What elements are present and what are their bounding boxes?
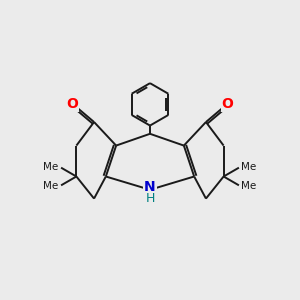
Text: N: N xyxy=(144,180,156,194)
Text: Me: Me xyxy=(44,181,59,191)
Text: Me: Me xyxy=(44,162,59,172)
Text: Me: Me xyxy=(241,162,256,172)
Text: H: H xyxy=(145,192,155,205)
Text: O: O xyxy=(221,98,233,111)
Text: O: O xyxy=(67,98,79,111)
Text: Me: Me xyxy=(241,181,256,191)
